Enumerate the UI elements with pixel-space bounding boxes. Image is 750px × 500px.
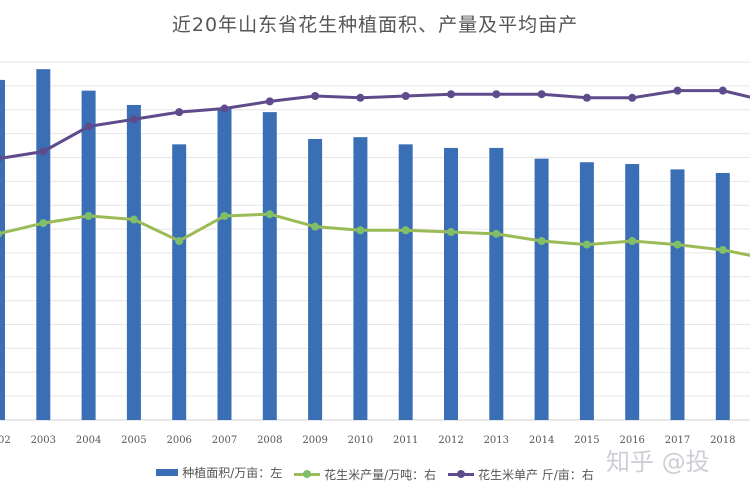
x-tick-label: 2015 bbox=[574, 435, 599, 446]
x-tick-label: 2010 bbox=[348, 435, 373, 446]
legend-swatch-line bbox=[447, 470, 474, 478]
x-tick-label: 2003 bbox=[31, 435, 56, 446]
data-point bbox=[447, 228, 455, 237]
data-point bbox=[265, 97, 274, 106]
x-tick-label: 2004 bbox=[76, 435, 101, 446]
data-point bbox=[311, 92, 320, 101]
legend-item-production: 花生米产量/万吨：右 bbox=[294, 466, 436, 483]
data-point bbox=[84, 122, 93, 131]
x-tick-label: 2018 bbox=[710, 435, 735, 446]
data-point bbox=[175, 108, 184, 117]
legend-item-yield: 花生米单产 斤/亩：右 bbox=[447, 466, 594, 483]
data-point bbox=[628, 93, 637, 102]
bar bbox=[0, 79, 5, 421]
bar bbox=[534, 158, 549, 420]
data-point bbox=[175, 237, 184, 245]
data-point bbox=[718, 245, 727, 254]
bar bbox=[81, 90, 96, 420]
data-point bbox=[265, 210, 274, 219]
data-point bbox=[582, 240, 591, 249]
bar bbox=[670, 169, 685, 420]
data-point bbox=[673, 86, 682, 95]
data-point bbox=[537, 237, 546, 245]
x-tick-label: 2002 bbox=[0, 435, 11, 446]
bar bbox=[398, 144, 413, 420]
x-tick-label: 2012 bbox=[438, 435, 463, 446]
data-point bbox=[401, 226, 410, 235]
legend-swatch-bar bbox=[156, 469, 179, 476]
data-point bbox=[537, 90, 546, 99]
bar bbox=[172, 144, 187, 420]
bar bbox=[489, 147, 504, 421]
bar bbox=[308, 138, 323, 420]
x-tick-label: 2013 bbox=[484, 435, 509, 446]
watermark: 知乎 @投 bbox=[606, 448, 710, 476]
bar bbox=[625, 164, 640, 420]
bar bbox=[353, 137, 368, 420]
x-tick-label: 2007 bbox=[212, 435, 237, 446]
bar bbox=[579, 162, 594, 421]
bar bbox=[217, 108, 232, 420]
data-point bbox=[447, 90, 455, 99]
data-point bbox=[129, 215, 138, 224]
data-point bbox=[356, 226, 365, 235]
data-point bbox=[220, 211, 229, 220]
legend-label: 花生米产量/万吨：右 bbox=[324, 468, 437, 482]
data-point bbox=[0, 230, 2, 238]
x-tick-label: 2011 bbox=[393, 435, 418, 446]
data-point bbox=[401, 92, 410, 101]
data-point bbox=[492, 229, 501, 238]
bar bbox=[262, 112, 277, 421]
legend-swatch-line bbox=[294, 470, 321, 478]
bar bbox=[126, 104, 141, 421]
legend-label: 花生米单产 斤/亩：右 bbox=[477, 468, 594, 482]
series-line-2 bbox=[0, 89, 750, 160]
data-point bbox=[220, 104, 229, 113]
series-line-1 bbox=[0, 212, 750, 257]
data-point bbox=[39, 147, 48, 156]
bar bbox=[444, 147, 458, 421]
data-point bbox=[129, 115, 138, 124]
chart-title: 近20年山东省花生种植面积、产量及平均亩产 bbox=[171, 14, 579, 36]
data-point bbox=[311, 222, 320, 231]
data-point bbox=[39, 219, 48, 228]
x-tick-label: 2006 bbox=[166, 435, 191, 446]
data-point bbox=[356, 93, 365, 102]
x-tick-label: 2014 bbox=[529, 435, 554, 446]
legend: 种植面积/万亩：左 花生米产量/万吨：右 花生米单产 斤/亩：右 bbox=[0, 464, 750, 483]
x-tick-label: 2005 bbox=[121, 435, 146, 446]
data-point bbox=[84, 211, 93, 220]
data-point bbox=[673, 240, 682, 249]
x-tick-label: 2009 bbox=[302, 435, 327, 446]
data-point bbox=[718, 86, 727, 95]
bar bbox=[715, 172, 730, 420]
data-point bbox=[582, 93, 591, 102]
legend-item-area: 种植面积/万亩：左 bbox=[156, 464, 282, 481]
data-point bbox=[0, 155, 2, 163]
x-tick-label: 2008 bbox=[257, 435, 282, 446]
x-tick-label: 2016 bbox=[619, 435, 644, 446]
legend-label: 种植面积/万亩：左 bbox=[182, 466, 283, 480]
bar bbox=[36, 69, 51, 420]
x-tick-label: 2017 bbox=[665, 435, 690, 446]
data-point bbox=[628, 237, 637, 245]
data-point bbox=[492, 90, 501, 99]
